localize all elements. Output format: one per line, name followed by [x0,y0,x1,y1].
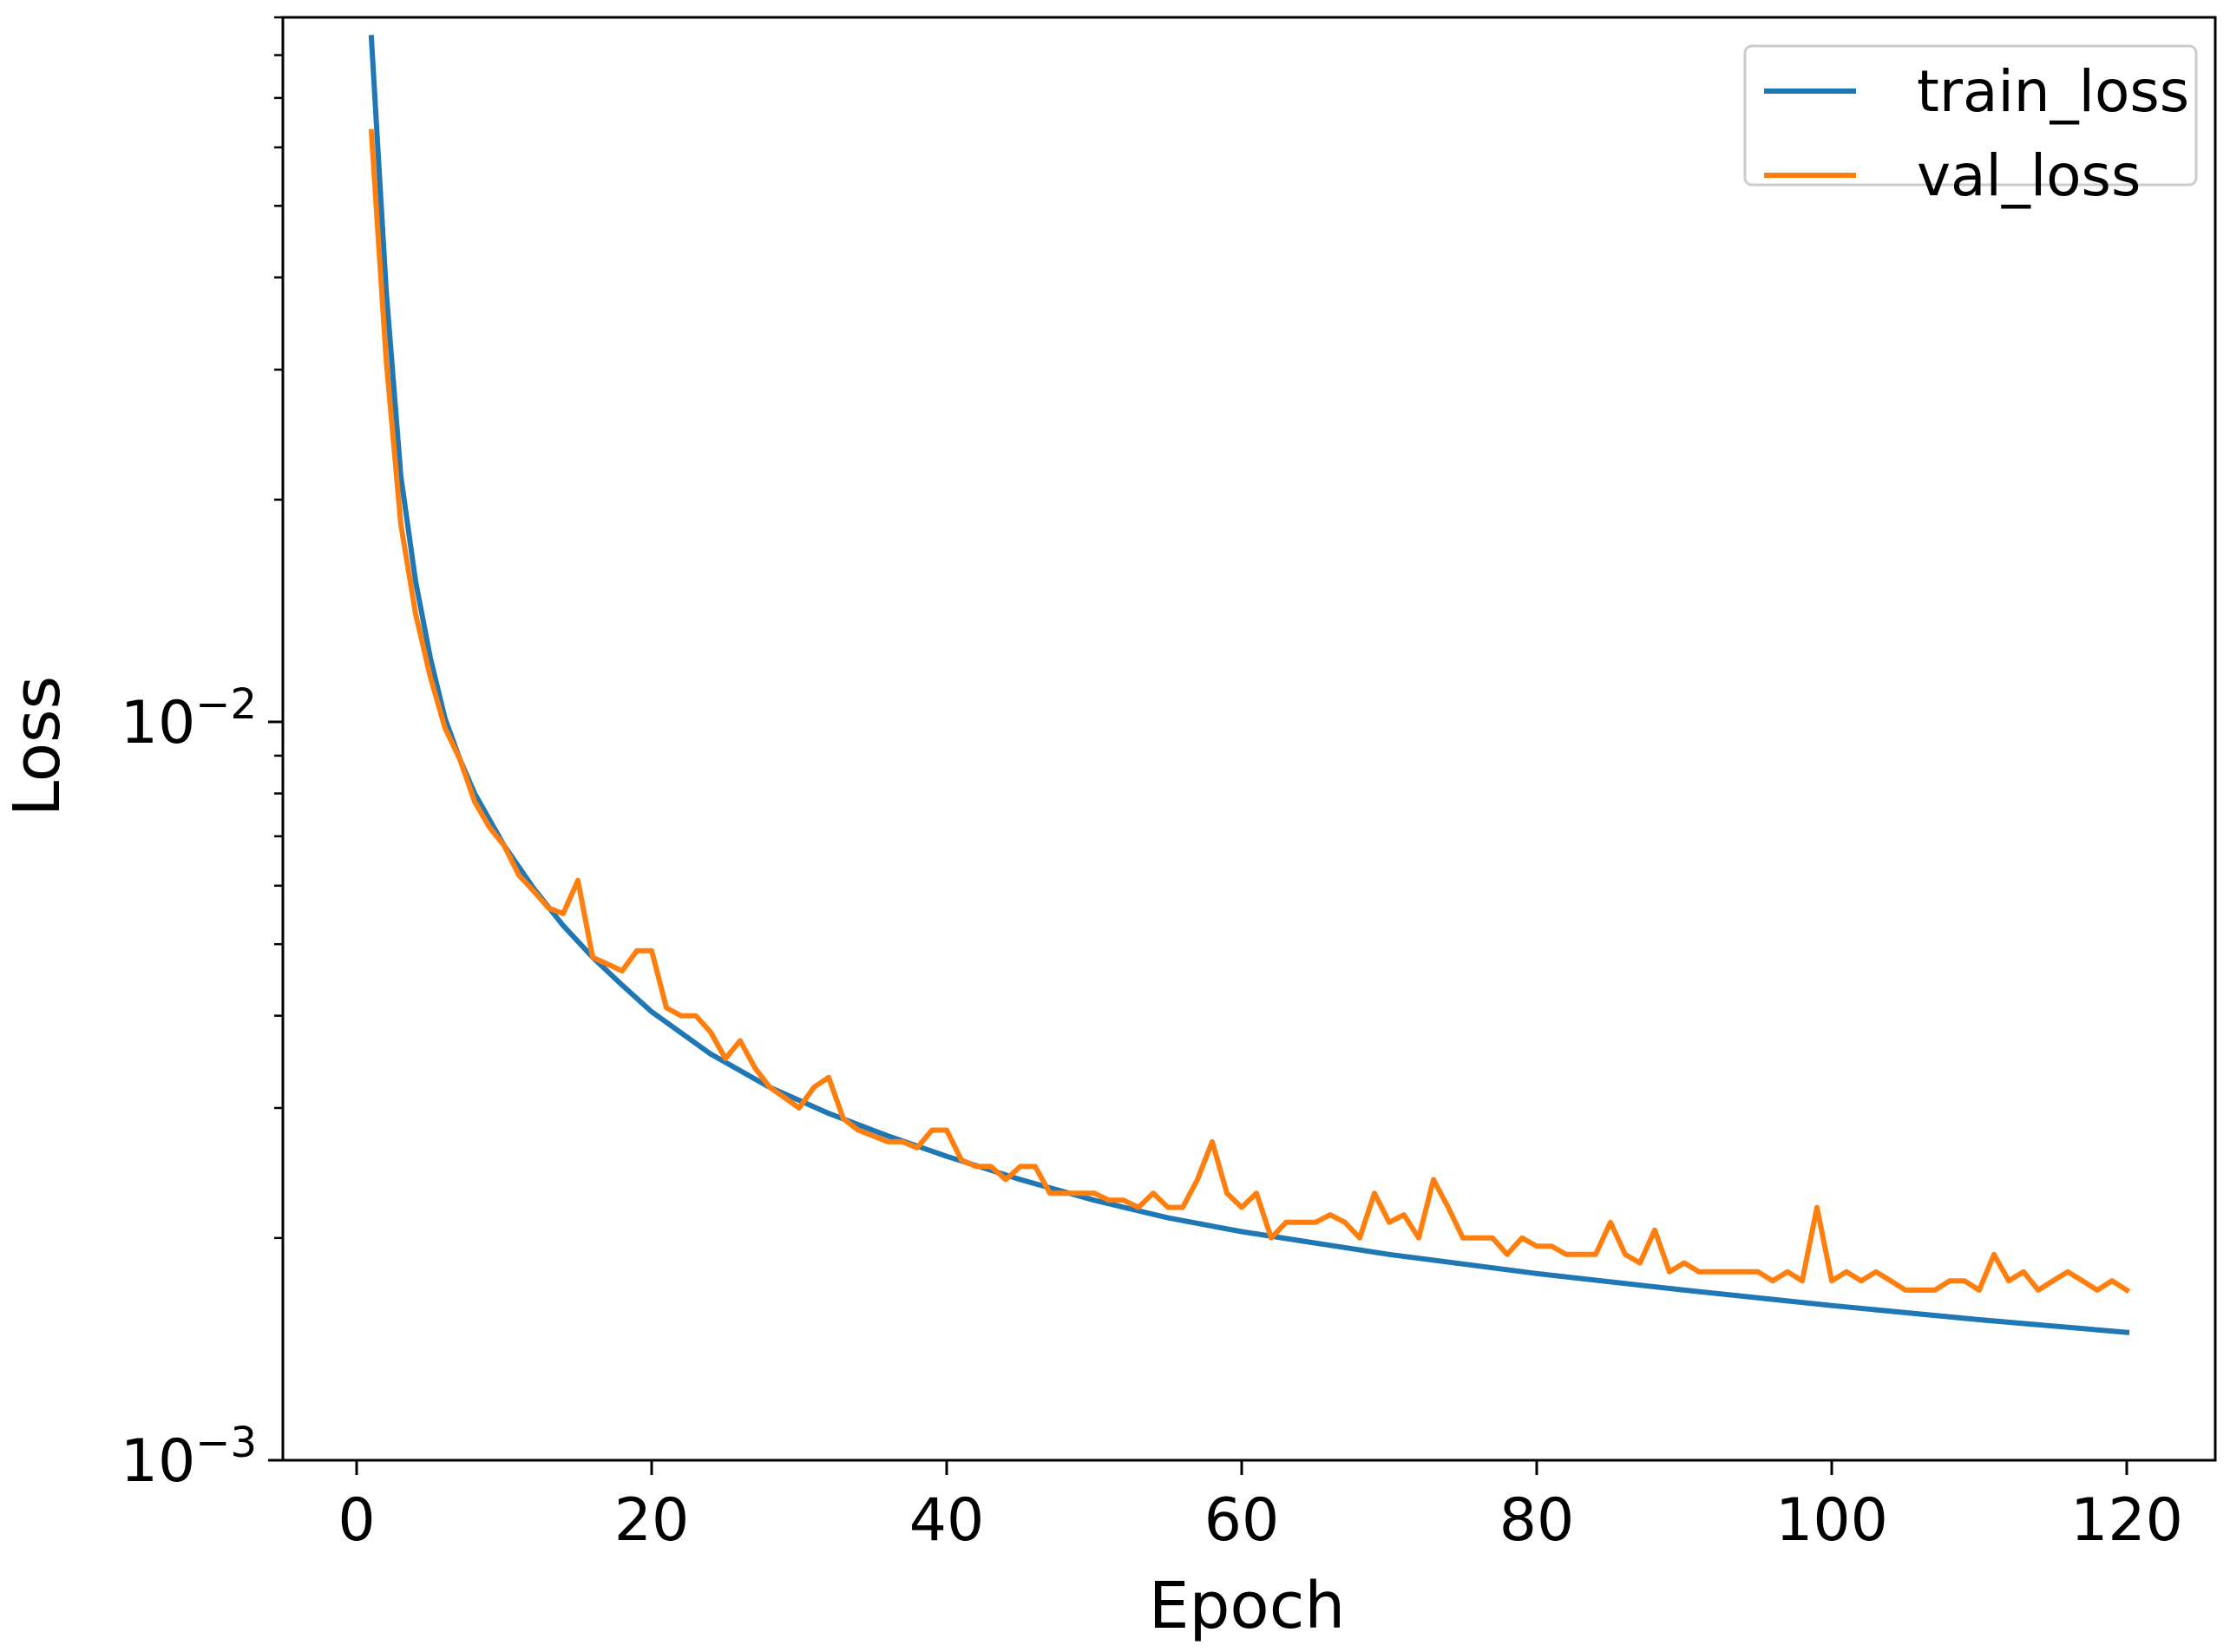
plot-frame [281,16,2217,1462]
x-tick-label: 20 [614,1486,690,1555]
y-axis-label: Loss [0,676,75,816]
legend-box [1743,44,2198,187]
x-tick-label: 80 [1499,1486,1575,1555]
x-tick-label: 0 [338,1486,375,1555]
legend-label: train_loss [1917,58,2189,125]
series-layer [368,35,2131,1335]
x-tick-label: 120 [2070,1486,2183,1555]
x-tick-label: 40 [909,1486,985,1555]
x-axis-label: Epoch [1149,1569,1346,1643]
y-tick-label: 10−3 [121,1419,257,1496]
series-line-train-loss [368,35,2130,1335]
legend-label: val_loss [1917,142,2141,209]
y-tick-label: 10−2 [121,680,257,757]
x-tick-label: 100 [1775,1486,1888,1555]
legend: train_loss val_loss [1743,44,2198,209]
x-tick-label: 60 [1204,1486,1280,1555]
axes-layer: 0 20 40 60 80 100 120 10−3 10−2 [121,16,2217,1555]
series-line-val-loss [368,128,2131,1295]
